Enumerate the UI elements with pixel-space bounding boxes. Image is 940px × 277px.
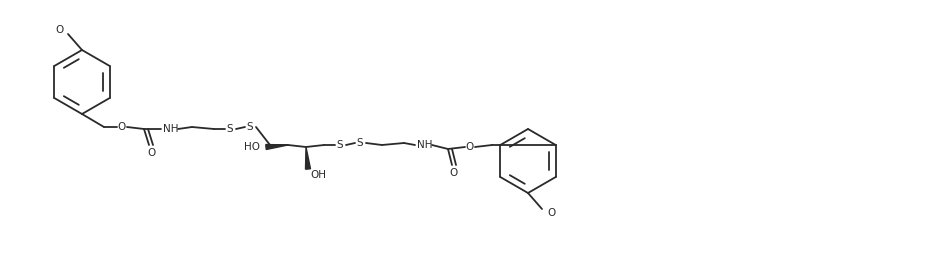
Text: O: O <box>547 208 556 218</box>
Text: O: O <box>147 148 155 158</box>
Text: OH: OH <box>310 170 326 180</box>
Text: O: O <box>450 168 458 178</box>
Text: O: O <box>118 122 126 132</box>
Text: S: S <box>227 124 233 134</box>
Text: NH: NH <box>417 140 432 150</box>
Text: O: O <box>466 142 474 152</box>
Text: S: S <box>246 122 253 132</box>
Text: O: O <box>55 25 63 35</box>
Text: HO: HO <box>244 142 260 152</box>
Polygon shape <box>266 145 288 150</box>
Text: S: S <box>337 140 343 150</box>
Text: NH: NH <box>164 124 179 134</box>
Polygon shape <box>306 147 310 169</box>
Text: S: S <box>356 138 364 148</box>
